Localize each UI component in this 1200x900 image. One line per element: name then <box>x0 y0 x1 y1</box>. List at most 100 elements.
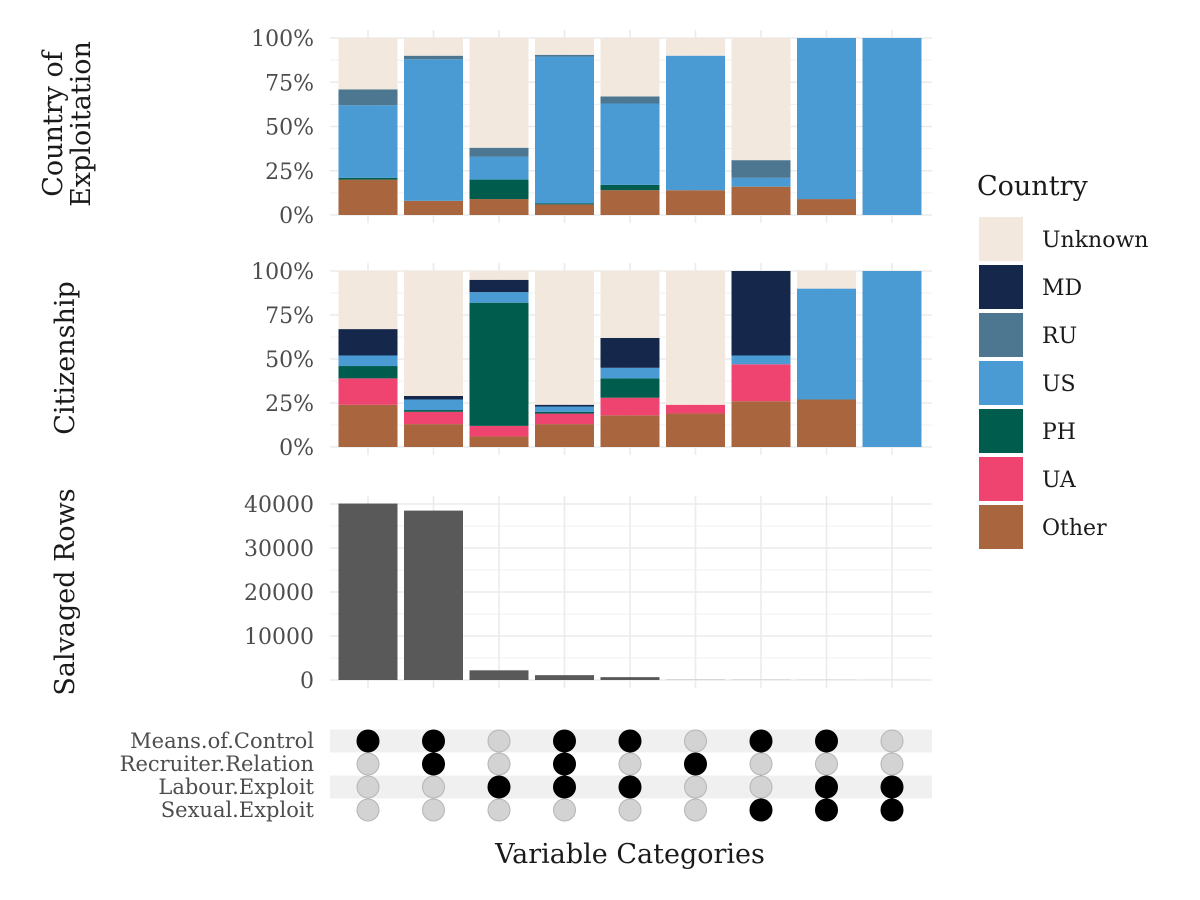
bar-segment-ph <box>338 177 398 180</box>
y-tick-label: 25% <box>265 160 314 185</box>
bar-segment-us <box>666 55 725 191</box>
panel1-ylabel-line1: Country of <box>38 49 69 197</box>
matrix-dot-empty <box>356 798 380 822</box>
bar-segment-unknown <box>404 271 463 396</box>
legend-swatch-ph <box>979 409 1023 453</box>
y-tick-label: 50% <box>265 348 314 373</box>
bar-segment-other <box>600 190 660 215</box>
bar-segment-other <box>338 179 398 215</box>
count-bar <box>469 670 529 680</box>
bar-segment-us <box>404 59 463 201</box>
bar-segment-md <box>731 271 791 356</box>
y-tick-label: 0% <box>279 204 314 229</box>
matrix-dot-empty <box>487 798 511 822</box>
y-tick-label: 50% <box>265 116 314 141</box>
bar-segment-us <box>469 292 529 303</box>
matrix-row-label: Recruiter.Relation <box>120 752 314 776</box>
count-bar <box>600 677 660 680</box>
legend-label-md: MD <box>1042 276 1082 301</box>
bar-segment-other <box>404 424 463 447</box>
bar-segment-other <box>797 199 856 215</box>
legend: Country Unknown MD RU US PH UA Other <box>977 171 1148 549</box>
bar-segment-unknown <box>731 38 791 161</box>
bar-segment-md <box>600 337 660 368</box>
bar-segment-other <box>666 413 725 447</box>
matrix-dot-filled <box>487 775 511 799</box>
y-tick-label: 10000 <box>244 625 314 650</box>
y-tick-label: 100% <box>251 260 314 285</box>
bar-segment-md <box>338 329 398 356</box>
matrix-dot-filled <box>422 752 445 776</box>
bar-segment-ru <box>469 147 529 157</box>
bar-segment-other <box>535 204 594 215</box>
bar-segment-ua <box>338 378 398 405</box>
matrix-dot-filled <box>618 775 642 799</box>
matrix-dot-empty <box>618 798 642 822</box>
bar-segment-us <box>338 105 398 178</box>
bar-segment-other <box>338 404 398 447</box>
bar-segment-ru <box>404 55 463 60</box>
matrix-dot-empty <box>618 752 642 776</box>
bar-segment-other <box>404 200 463 215</box>
bar-segment-us <box>338 355 398 367</box>
matrix-dot-empty <box>815 752 838 776</box>
x-axis-title: Variable Categories <box>494 839 765 870</box>
legend-label-other: Other <box>1042 516 1107 541</box>
bar-segment-ph <box>600 378 660 398</box>
bar-segment-ph <box>469 179 529 200</box>
matrix-dot-empty <box>684 798 707 822</box>
bar-segment-unknown <box>469 271 529 280</box>
legend-swatch-unknown <box>979 217 1023 261</box>
matrix-dot-filled <box>356 729 380 753</box>
bar-segment-other <box>469 199 529 215</box>
bar-segment-unknown <box>338 38 398 90</box>
bar-segment-other <box>666 190 725 215</box>
matrix-dot-empty <box>684 729 707 753</box>
matrix-row-label: Labour.Exploit <box>158 775 314 799</box>
matrix-dot-empty <box>553 798 576 822</box>
matrix-dot-filled <box>749 729 773 753</box>
bar-segment-us <box>404 399 463 411</box>
bar-segment-ru <box>731 160 791 178</box>
bar-segment-ph <box>404 410 463 412</box>
bar-segment-us <box>797 288 856 400</box>
matrix-dot-empty <box>684 775 707 799</box>
bar-segment-other <box>731 401 791 447</box>
legend-swatch-other <box>979 505 1023 549</box>
matrix-dot-empty <box>487 752 511 776</box>
bar-segment-other <box>797 399 856 447</box>
matrix-dot-empty <box>749 752 773 776</box>
matrix-dot-filled <box>422 729 445 753</box>
bar-segment-us <box>600 367 660 379</box>
legend-swatch-ua <box>979 457 1023 501</box>
matrix-dot-empty <box>749 775 773 799</box>
y-tick-label: 30000 <box>244 537 314 562</box>
matrix-dot-empty <box>422 798 445 822</box>
legend-label-ru: RU <box>1042 324 1077 349</box>
bar-segment-us <box>731 177 791 187</box>
bar-segment-us <box>862 271 922 447</box>
legend-label-ua: UA <box>1042 468 1077 493</box>
bar-segment-ua <box>404 411 463 425</box>
legend-label-us: US <box>1042 372 1076 397</box>
legend-label-unknown: Unknown <box>1042 228 1148 253</box>
bar-segment-ph <box>535 411 594 414</box>
bar-segment-ph <box>338 366 398 379</box>
bar-segment-unknown <box>600 271 660 338</box>
y-tick-label: 20000 <box>244 581 314 606</box>
y-tick-label: 0% <box>279 436 314 461</box>
bar-segment-us <box>535 406 594 412</box>
bar-segment-unknown <box>666 271 725 405</box>
matrix-dot-filled <box>553 775 576 799</box>
bar-segment-us <box>731 355 791 365</box>
bar-segment-ua <box>666 404 725 414</box>
matrix-dot-filled <box>618 729 642 753</box>
count-bar <box>535 675 594 680</box>
bar-segment-unknown <box>797 271 856 289</box>
y-tick-label: 100% <box>251 27 314 52</box>
bar-segment-ru <box>600 96 660 104</box>
count-bar <box>338 503 398 680</box>
legend-swatch-ru <box>979 313 1023 357</box>
matrix-dot-empty <box>356 752 380 776</box>
